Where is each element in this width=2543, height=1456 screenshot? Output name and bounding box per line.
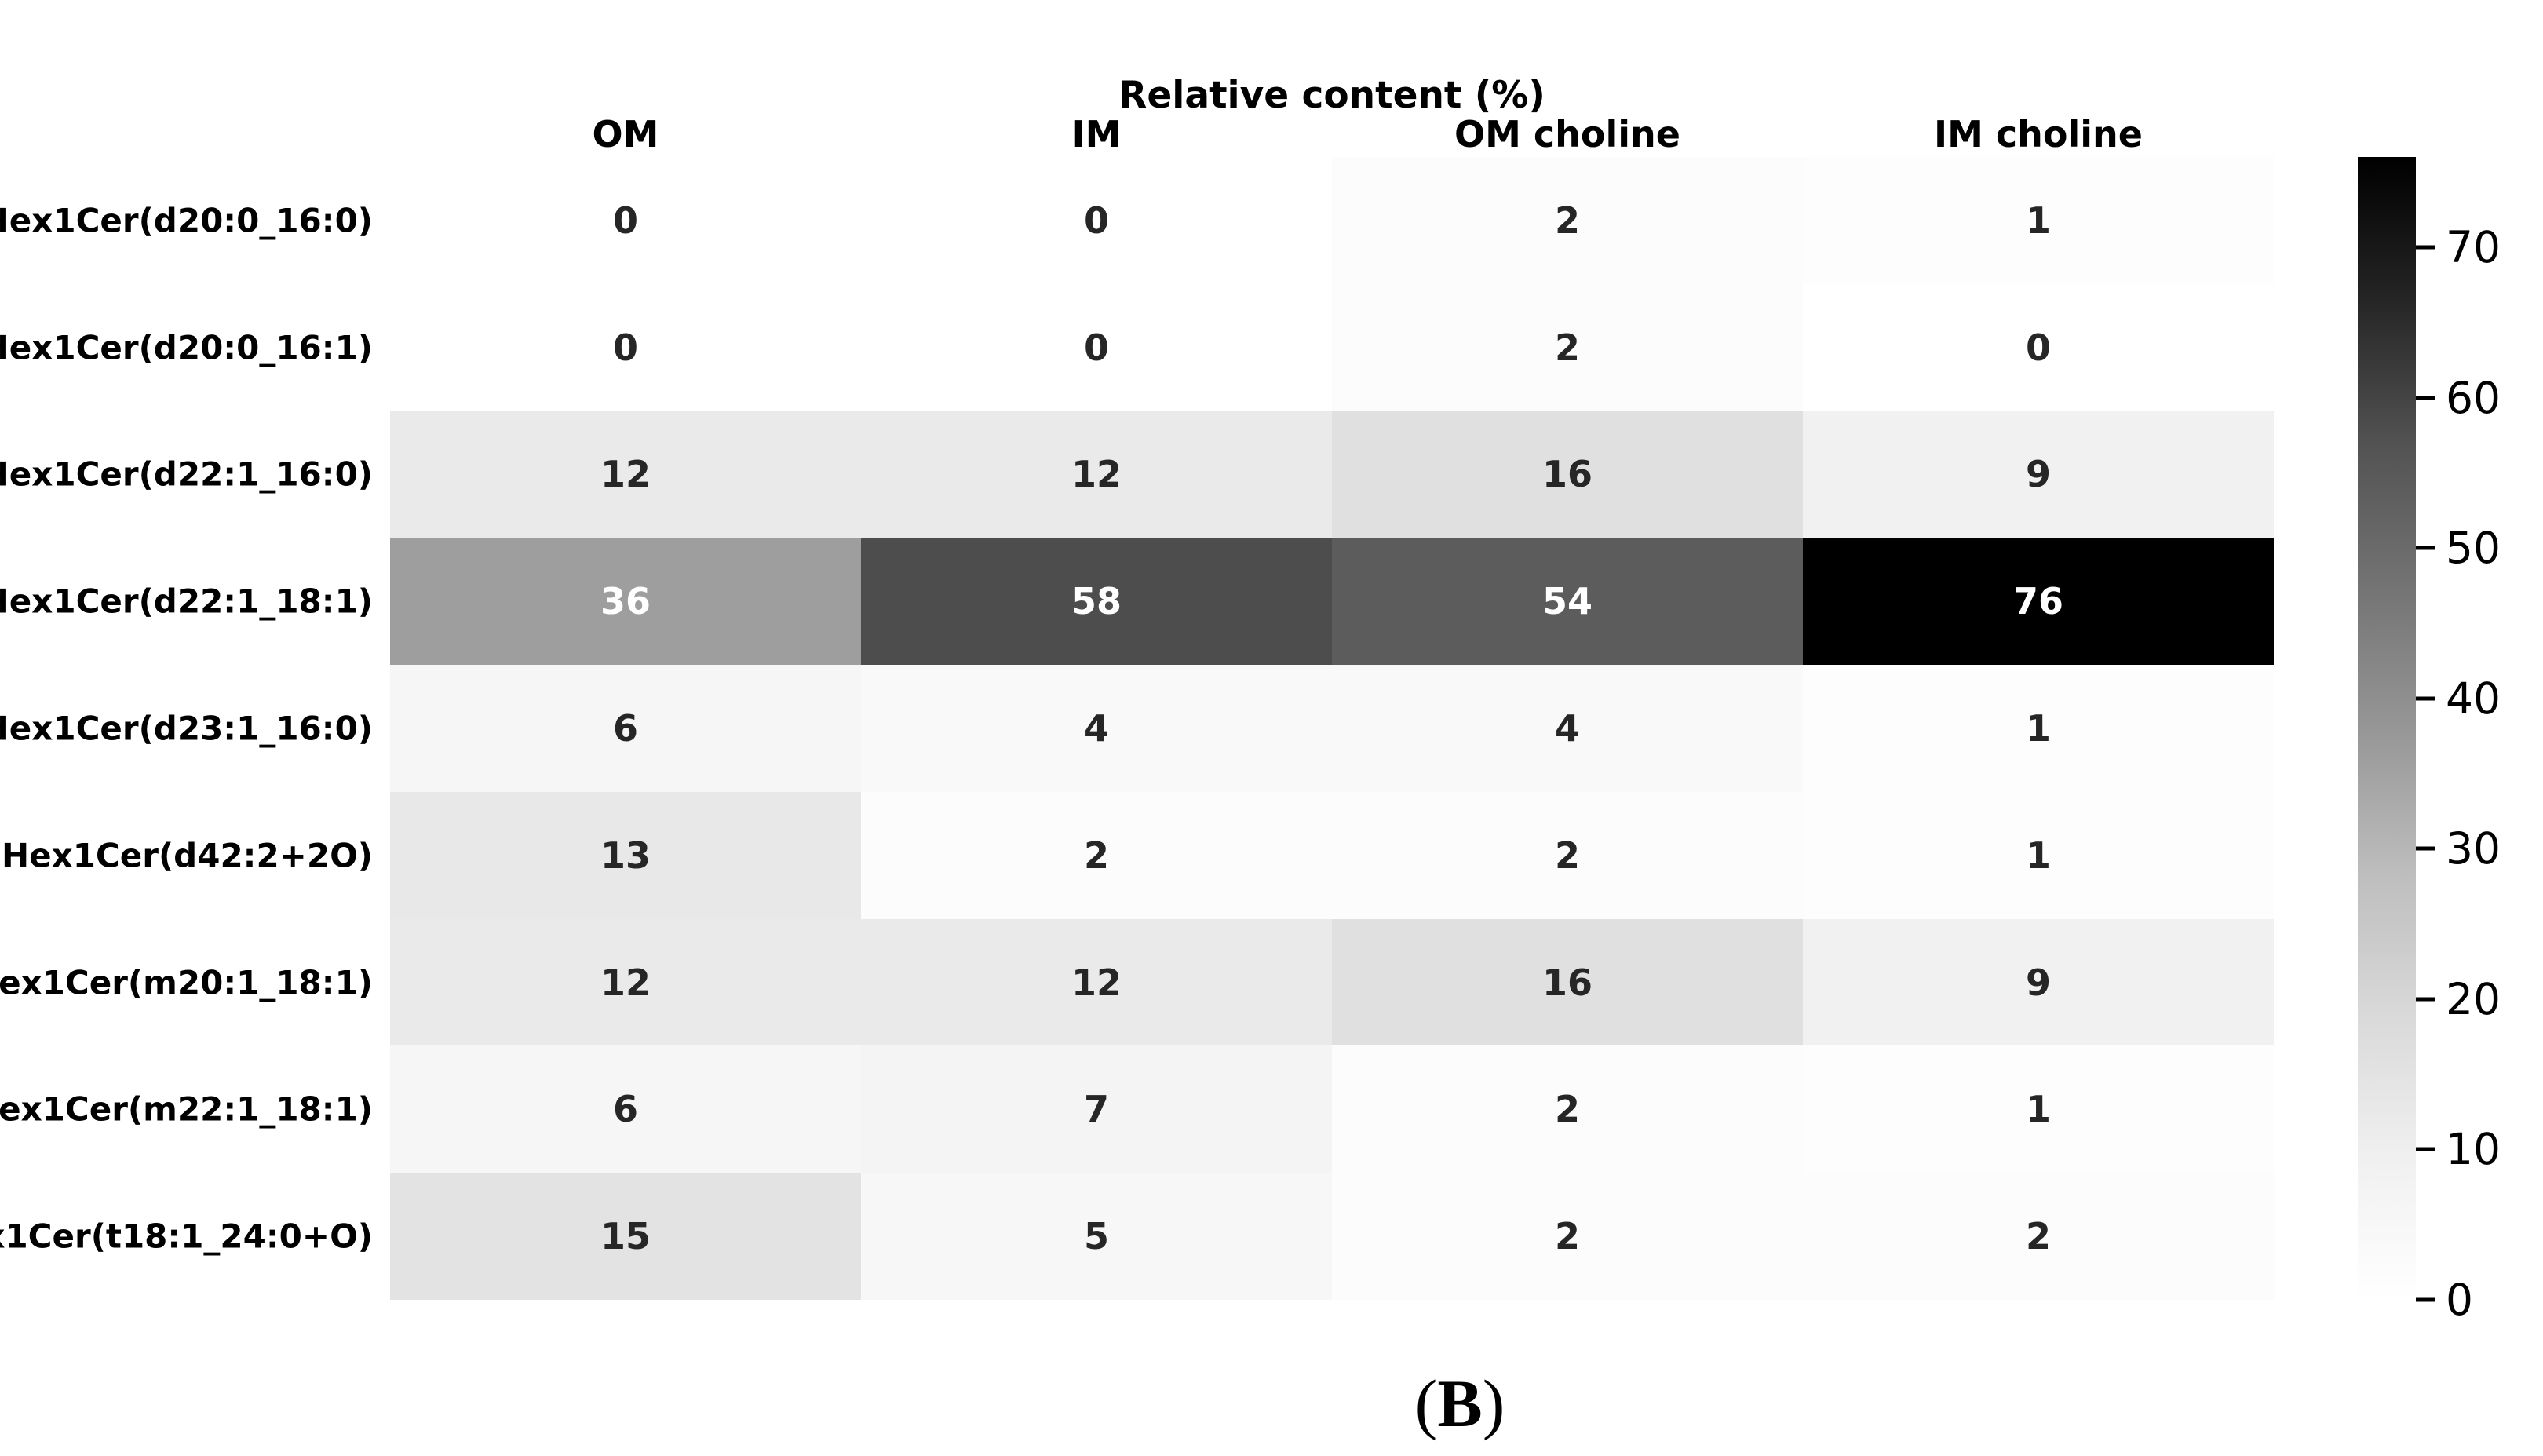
heatmap-cell: 2	[1332, 283, 1803, 411]
colorbar-tick-mark	[2416, 696, 2435, 701]
column-header-4: IM choline	[1933, 113, 2143, 155]
heatmap-cell: 0	[861, 157, 1332, 284]
column-header-1: OM	[592, 113, 659, 155]
row-label-4: Hex1Cer(d22:1_18:1)	[0, 582, 373, 621]
row-label-2: Hex1Cer(d20:0_16:1)	[0, 328, 373, 367]
heatmap-cell: 36	[390, 538, 861, 666]
row-label-1: Hex1Cer(d20:0_16:0)	[0, 201, 373, 240]
heatmap-cell: 9	[1803, 918, 2274, 1046]
heatmap-cell: 0	[1803, 283, 2274, 411]
colorbar-tick-mark	[2416, 997, 2435, 1002]
heatmap-cell: 16	[1332, 918, 1803, 1046]
colorbar-tick-label: 0	[2446, 1275, 2473, 1325]
heatmap-cell: 16	[1332, 411, 1803, 538]
heatmap-cell: 1	[1803, 791, 2274, 919]
colorbar-tick-mark	[2416, 546, 2435, 550]
heatmap-cell: 58	[861, 538, 1332, 666]
colorbar-tick-mark	[2416, 846, 2435, 851]
heatmap-cell: 12	[861, 411, 1332, 538]
column-header-2: IM	[1071, 113, 1122, 155]
heatmap-cell: 12	[390, 918, 861, 1046]
caption-paren-close: )	[1482, 1366, 1505, 1441]
heatmap-cell: 12	[390, 411, 861, 538]
heatmap-cell: 12	[861, 918, 1332, 1046]
colorbar-tick-label: 70	[2446, 221, 2501, 272]
heatmap-cell: 13	[390, 791, 861, 919]
heatmap-cell: 2	[1332, 157, 1803, 284]
heatmap-cell: 1	[1803, 665, 2274, 792]
heatmap-cell: 2	[1332, 791, 1803, 919]
colorbar-tick-label: 10	[2446, 1124, 2501, 1175]
colorbar-tick-mark	[2416, 1147, 2435, 1151]
heatmap-cell: 2	[1332, 1173, 1803, 1300]
heatmap-cell: 4	[1332, 665, 1803, 792]
column-header-3: OM choline	[1454, 113, 1680, 155]
heatmap-cell: 6	[390, 665, 861, 792]
heatmap-cell: 5	[861, 1173, 1332, 1300]
chart-title: Relative content (%)	[1118, 74, 1545, 117]
heatmap-cell: 2	[861, 791, 1332, 919]
heatmap-cell: 1	[1803, 157, 2274, 284]
row-label-7: Hex1Cer(m20:1_18:1)	[0, 963, 373, 1002]
row-label-3: Hex1Cer(d22:1_16:0)	[0, 454, 373, 494]
colorbar-tick-label: 40	[2446, 673, 2501, 724]
colorbar-tick-mark	[2416, 1297, 2435, 1302]
heatmap-cell: 9	[1803, 411, 2274, 538]
row-label-9: Hex1Cer(t18:1_24:0+O)	[0, 1217, 373, 1256]
row-labels: Hex1Cer(d20:0_16:0) Hex1Cer(d20:0_16:1) He…	[0, 157, 379, 1300]
heatmap-cell: 4	[861, 665, 1332, 792]
heatmap-cell: 2	[1803, 1173, 2274, 1300]
heatmap-cell: 15	[390, 1173, 861, 1300]
colorbar-tick-label: 30	[2446, 823, 2501, 874]
colorbar-tick-label: 60	[2446, 372, 2501, 423]
heatmap-cell: 6	[390, 1045, 861, 1173]
heatmap-cell: 0	[861, 283, 1332, 411]
colorbar-tick-label: 50	[2446, 523, 2501, 574]
heatmap-cell: 1	[1803, 1045, 2274, 1173]
heatmap-cell: 7	[861, 1045, 1332, 1173]
row-label-5: Hex1Cer(d23:1_16:0)	[0, 709, 373, 748]
row-label-6: Hex1Cer(d42:2+2O)	[1, 836, 373, 875]
colorbar-tick-mark	[2416, 396, 2435, 400]
heatmap-cell: 54	[1332, 538, 1803, 666]
heatmap-cell: 2	[1332, 1045, 1803, 1173]
figure-caption: (B)	[1319, 1364, 1601, 1443]
colorbar-tick-label: 20	[2446, 973, 2501, 1024]
heatmap-grid: 0 0 2 1 0 0 2 0 12 12 16 9 36 58 54 76 6 4 4 1 13 2 2 1 12 12 16 9 6…	[390, 157, 2274, 1300]
colorbar-gradient	[2358, 157, 2416, 1300]
row-label-8: Hex1Cer(m22:1_18:1)	[0, 1089, 373, 1129]
caption-paren-open: (	[1414, 1366, 1438, 1441]
heatmap-cell: 0	[390, 283, 861, 411]
column-headers: OM IM OM choline IM choline	[390, 113, 2274, 155]
heatmap-cell: 0	[390, 157, 861, 284]
heatmap-cell: 76	[1803, 538, 2274, 666]
colorbar-tick-mark	[2416, 245, 2435, 250]
caption-letter: B	[1437, 1366, 1483, 1441]
